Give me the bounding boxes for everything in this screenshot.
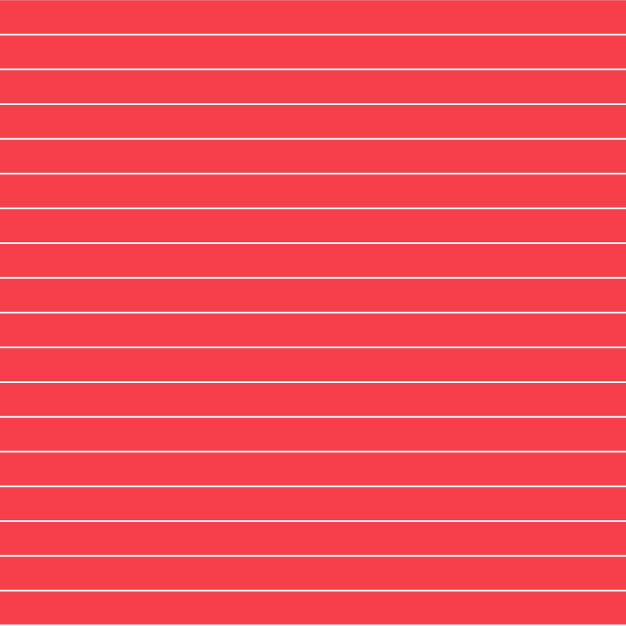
page-body (0, 0, 626, 626)
striped-background (0, 0, 626, 626)
page: {} html, body { margin: 0; padding: 0; w… (0, 0, 626, 626)
